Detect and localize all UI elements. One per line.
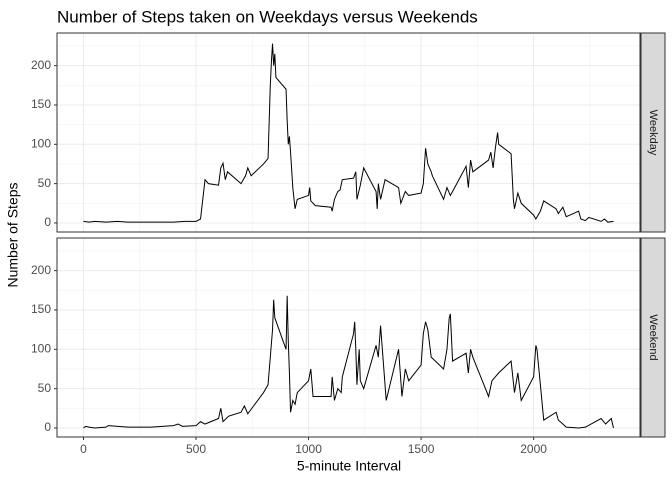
x-tick-label: 0 bbox=[80, 442, 87, 456]
facet-label: Weekday bbox=[647, 110, 659, 156]
facet-strip bbox=[640, 32, 666, 233]
y-tick-label: 150 bbox=[31, 97, 51, 111]
x-tick-label: 500 bbox=[186, 442, 206, 456]
facet-strip bbox=[640, 237, 666, 438]
y-tick-label: 0 bbox=[44, 420, 51, 434]
y-axis-label: Number of Steps bbox=[5, 182, 21, 287]
chart-title: Number of Steps taken on Weekdays versus… bbox=[57, 7, 478, 26]
y-tick-label: 200 bbox=[31, 263, 51, 277]
y-tick-label: 200 bbox=[31, 58, 51, 72]
y-tick-label: 150 bbox=[31, 302, 51, 316]
y-tick-label: 100 bbox=[31, 136, 51, 150]
x-tick-label: 1500 bbox=[408, 442, 435, 456]
x-tick-label: 2000 bbox=[520, 442, 547, 456]
y-tick-label: 100 bbox=[31, 341, 51, 355]
data-line bbox=[83, 295, 614, 429]
y-tick-label: 50 bbox=[38, 381, 52, 395]
facet-label: Weekend bbox=[647, 314, 659, 360]
panel-border bbox=[56, 32, 641, 233]
x-tick-label: 1000 bbox=[295, 442, 322, 456]
y-tick-label: 50 bbox=[38, 176, 52, 190]
data-line bbox=[83, 43, 614, 223]
panel-border bbox=[56, 237, 641, 438]
x-axis-label: 5-minute Interval bbox=[297, 458, 401, 474]
y-tick-label: 0 bbox=[44, 215, 51, 229]
